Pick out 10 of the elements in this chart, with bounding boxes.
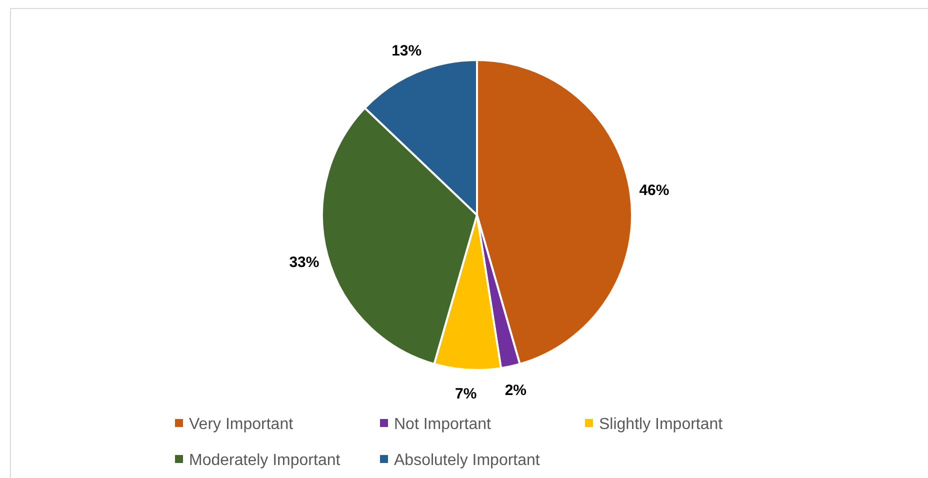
legend-label: Slightly Important	[599, 416, 724, 433]
data-label: 2%	[504, 382, 527, 399]
data-label: 7%	[455, 386, 477, 403]
data-label: 33%	[289, 254, 320, 271]
data-label: 13%	[392, 42, 422, 60]
legend-label: Not Important	[394, 416, 492, 433]
legend-label: Absolutely Important	[394, 452, 540, 469]
data-label: 46%	[639, 182, 670, 200]
legend-label: Moderately Important	[189, 452, 341, 469]
legend-label: Very Important	[189, 416, 294, 433]
